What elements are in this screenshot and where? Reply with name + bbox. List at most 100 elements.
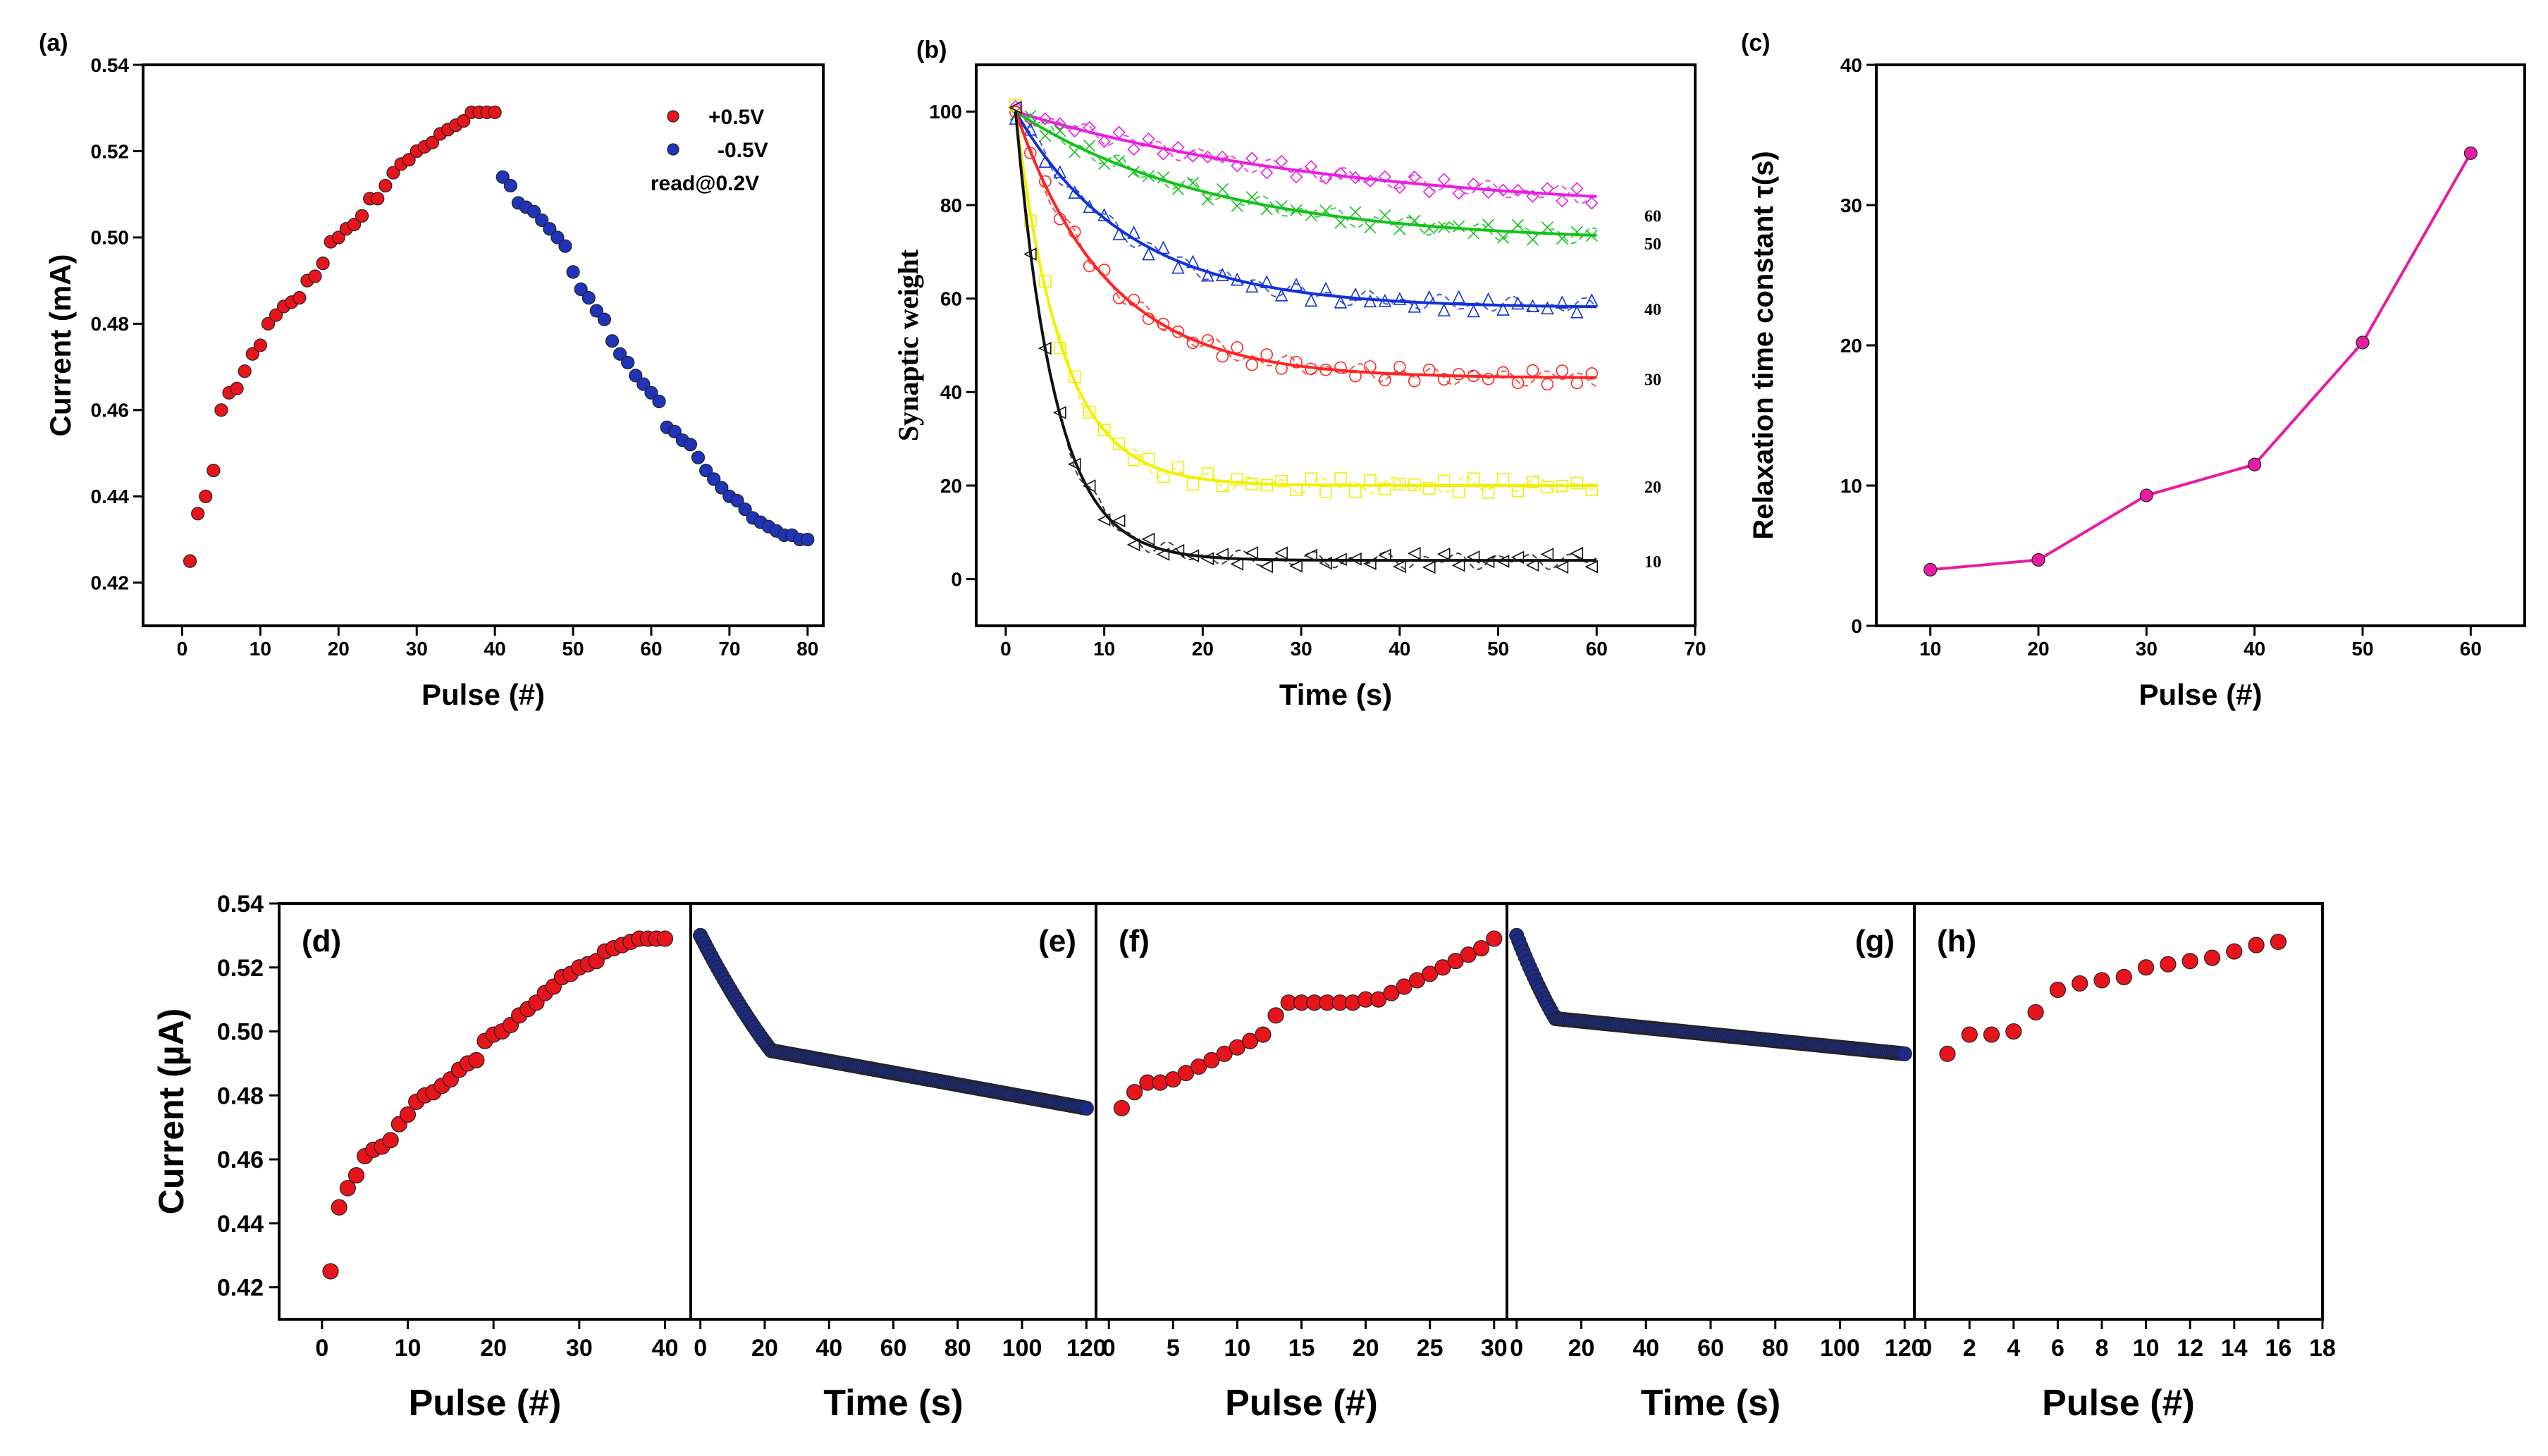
data-point-pos [261,316,276,331]
y-axis-label: Synaptic weight [892,249,924,441]
x-tick-label: 30 [406,638,428,660]
data-marker-10 [1570,546,1584,560]
data-marker-60 [1319,171,1333,185]
x-tick-label: 20 [1353,1335,1379,1362]
data-marker-10 [1245,546,1259,560]
data-marker-40 [1584,293,1599,307]
data-point-neg [581,291,596,305]
data-point-pos [386,166,400,180]
x-tick-label: 30 [1481,1335,1508,1362]
x-axis-label: Time (s) [1279,678,1392,711]
panel-label-d: (d) [302,924,341,958]
x-tick-label: 0 [694,1335,707,1362]
fit-curve-60 [1015,110,1597,198]
data-marker-60 [1334,167,1348,180]
x-tick-label: 0 [1102,1335,1116,1362]
data-marker-30 [1039,175,1052,188]
data-point-pos [293,291,307,305]
data-marker-10 [1200,552,1214,565]
data-marker-40 [1023,122,1038,136]
data-point-neg [597,312,612,326]
data-marker-10 [1289,559,1303,573]
data-marker-60 [1304,160,1318,173]
data-marker-10 [1510,550,1525,564]
data-marker-30 [1393,361,1406,374]
data-point-pos [308,269,322,283]
data-marker-20 [1142,452,1155,466]
legend-label-read: read@0.2V [651,172,759,195]
data-point-pos [238,364,252,378]
x-tick-label: 60 [640,638,662,660]
plot-frame [142,63,825,627]
x-tick-label: 20 [328,638,350,660]
data-marker-50 [1113,155,1126,168]
x-tick-label: 60 [1697,1335,1724,1362]
tau-point [2139,488,2153,502]
panel-a: 0 10 20 30 40 50 60 70 80 0.42 0.44 0.46 0.48 0.50 0.5… [39,30,825,711]
panel-label-g: (g) [1855,924,1895,958]
data-marker-50 [1069,146,1081,159]
y-tick-label: 0 [951,568,962,590]
data-marker-10 [1126,538,1140,552]
data-marker-60 [1127,142,1140,156]
data-marker-60 [1482,185,1495,199]
y-tick-label: 0.52 [91,140,130,162]
x-tick-label: 15 [1288,1335,1315,1362]
data-point-pos [253,338,267,352]
y-tick-label: 80 [940,195,962,216]
data-point-neg [707,472,721,486]
data-marker-30 [1334,361,1347,374]
data-marker-40 [1348,287,1362,301]
panel-c: 10 20 30 40 50 60 0 10 20 30 40 (c) Pulse (#) Relaxat… [1741,30,2526,711]
x-tick-label: 120 [1066,1335,1107,1362]
data-point [2005,1023,2022,1040]
data-marker-50 [1142,170,1155,183]
data-marker-60 [1097,135,1111,149]
y-tick-label: 20 [940,475,962,497]
data-marker-40 [1274,288,1288,302]
data-marker-10 [1378,548,1391,562]
data-point-pos [214,403,228,417]
data-point [2270,933,2287,951]
data-point [2181,953,2198,970]
data-point [2138,959,2155,976]
data-marker-20 [1112,438,1126,450]
data-marker-30 [1556,364,1569,377]
data-point-neg [589,304,603,318]
subpanel-d: 0 10 20 30 40 Pulse (#) (d) [278,902,692,1424]
panel-label-f: (f) [1119,924,1150,958]
data-marker-40 [1083,199,1096,214]
panel-label-a: (a) [39,30,68,56]
data-marker-50 [1526,233,1539,246]
x-tick-label: 10 [250,638,271,660]
data-marker-40 [1097,208,1111,221]
data-point-pos [488,105,502,119]
data-point-neg [566,265,580,279]
data-marker-60 [1245,152,1259,165]
data-marker-30 [1245,358,1259,371]
data-marker-40 [1201,268,1214,282]
x-tick-label: 40 [652,1335,679,1362]
x-tick-label: 30 [2136,638,2158,660]
data-point-pos [371,192,385,206]
data-marker-30 [1496,366,1510,379]
measured-trace-50 [1015,112,1597,245]
data-marker-30 [1526,364,1539,377]
data-marker-40 [1186,254,1200,269]
data-marker-30 [1231,341,1244,354]
data-marker-30 [1452,368,1465,381]
plot-frame [1913,902,2324,1321]
data-marker-10 [1304,548,1317,562]
measured-trace-60 [1015,103,1597,204]
x-tick-label: 70 [1684,638,1706,660]
data-marker-30 [1157,317,1170,331]
data-marker-50 [1364,221,1377,234]
x-axis-label: Pulse (#) [409,1383,562,1424]
x-tick-label: 0 [177,638,188,660]
data-marker-50 [1024,110,1037,123]
data-marker-40 [1541,301,1554,315]
data-marker-20 [1452,485,1465,498]
data-marker-10 [1393,560,1406,574]
y-tick-label: 0.52 [217,955,264,982]
data-marker-50 [1231,199,1243,212]
